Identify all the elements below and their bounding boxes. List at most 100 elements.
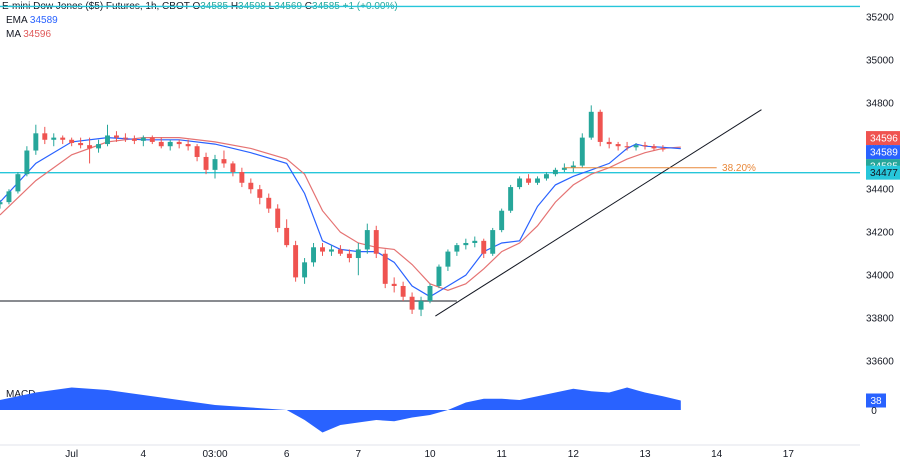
candle-body bbox=[624, 146, 630, 148]
ma-legend[interactable]: MA 34596 bbox=[6, 29, 51, 40]
candle-body bbox=[293, 245, 299, 278]
candle-body bbox=[535, 178, 540, 183]
candle-body bbox=[409, 296, 415, 310]
candle-body bbox=[284, 227, 290, 246]
candle-body bbox=[499, 210, 505, 231]
price-badges: 34596345893458534477 bbox=[866, 131, 900, 180]
time-tick: Jul bbox=[65, 449, 78, 460]
candle-body bbox=[427, 285, 433, 302]
candle-body bbox=[239, 172, 245, 183]
trendline[interactable] bbox=[435, 109, 762, 317]
ema-legend-label: EMA bbox=[6, 15, 28, 26]
candle-body bbox=[167, 141, 173, 147]
candle-body bbox=[6, 191, 12, 203]
time-tick: 03:00 bbox=[202, 449, 227, 460]
candle-body bbox=[131, 138, 137, 141]
candle-body bbox=[105, 135, 110, 145]
candle-body bbox=[391, 283, 397, 286]
candle-body bbox=[526, 178, 532, 183]
time-axis[interactable]: Jul 4 03:00 6 7 10 11 12 13 14 17 bbox=[65, 449, 794, 460]
candle-body bbox=[454, 245, 460, 252]
candle-body bbox=[328, 249, 334, 252]
candle-body bbox=[51, 137, 57, 140]
price-axis[interactable]: 3520035000348003460034400342003400033800… bbox=[866, 13, 894, 368]
fib-level: 38.20% bbox=[564, 163, 756, 174]
time-tick: 12 bbox=[568, 449, 580, 460]
price-tick: 34800 bbox=[866, 99, 894, 110]
candle-body bbox=[418, 301, 424, 310]
price-badge-ema bbox=[866, 145, 900, 160]
candle-body bbox=[185, 144, 191, 147]
macd-legend-label: MACD bbox=[6, 389, 36, 400]
price-badge-level bbox=[866, 165, 900, 180]
candle-body bbox=[508, 187, 514, 211]
candle-body bbox=[660, 148, 666, 150]
candles bbox=[0, 105, 666, 317]
candle-body bbox=[248, 182, 254, 190]
candle-body bbox=[588, 111, 594, 138]
candle-body bbox=[633, 145, 639, 148]
candle-body bbox=[615, 144, 621, 147]
macd-value-text: 38 bbox=[870, 396, 882, 407]
ema-legend[interactable]: EMA 34589 bbox=[6, 15, 58, 26]
candle-body bbox=[113, 135, 119, 138]
candle-body bbox=[42, 133, 48, 140]
price-badge-text-ma: 34596 bbox=[870, 134, 898, 145]
macd-zero-tick: 0 bbox=[871, 406, 877, 417]
candle-body bbox=[60, 137, 66, 140]
candle-body bbox=[311, 247, 317, 263]
candle-body bbox=[517, 178, 523, 188]
candle-body bbox=[355, 249, 361, 259]
candle-body bbox=[24, 150, 30, 175]
candle-body bbox=[552, 169, 558, 175]
candle-body bbox=[445, 251, 451, 267]
candle-body bbox=[257, 189, 263, 198]
price-tick: 33600 bbox=[866, 357, 894, 368]
time-tick: 13 bbox=[639, 449, 651, 460]
candle-body bbox=[561, 167, 567, 170]
candle-body bbox=[266, 197, 272, 209]
ema-legend-value: 34589 bbox=[29, 15, 58, 26]
candle-body bbox=[382, 253, 388, 284]
candle-body bbox=[149, 137, 155, 142]
candle-body bbox=[543, 174, 549, 179]
macd-area bbox=[0, 387, 681, 433]
ema-series-line bbox=[0, 136, 681, 298]
candle-body bbox=[140, 137, 146, 141]
candle-body bbox=[96, 144, 102, 149]
ma-line bbox=[0, 137, 681, 291]
candle-body bbox=[203, 156, 209, 170]
price-badge-ma bbox=[866, 131, 900, 146]
ema-line bbox=[0, 136, 681, 298]
time-tick: 7 bbox=[356, 449, 362, 460]
candle-body bbox=[490, 230, 496, 254]
ma-legend-value: 34596 bbox=[23, 29, 52, 40]
time-tick: 11 bbox=[496, 449, 507, 460]
price-badge-text-ema: 34589 bbox=[870, 148, 898, 159]
macd-legend[interactable]: MACD bbox=[6, 389, 35, 400]
candle-body bbox=[176, 141, 182, 145]
macd-panel: 380 bbox=[0, 387, 886, 446]
time-tick: 4 bbox=[141, 449, 147, 460]
time-tick: 10 bbox=[424, 449, 436, 460]
price-badge-text-level: 34477 bbox=[870, 168, 898, 179]
candle-body bbox=[364, 230, 370, 250]
candle-body bbox=[481, 240, 487, 254]
candle-body bbox=[69, 139, 75, 143]
time-tick: 6 bbox=[284, 449, 290, 460]
candle-body bbox=[275, 208, 281, 228]
candle-body bbox=[87, 145, 93, 149]
candle-body bbox=[642, 145, 648, 147]
candle-body bbox=[337, 249, 343, 254]
candle-body bbox=[230, 163, 236, 173]
price-tick: 34400 bbox=[866, 185, 894, 196]
candle-body bbox=[158, 141, 164, 147]
fib-level-label: 38.20% bbox=[722, 163, 756, 174]
candle-body bbox=[302, 262, 308, 278]
time-tick: 17 bbox=[783, 449, 795, 460]
candle-body bbox=[0, 202, 3, 205]
candle-body bbox=[78, 142, 84, 146]
trendline-segment bbox=[435, 109, 762, 317]
ma-series-line bbox=[0, 137, 681, 291]
